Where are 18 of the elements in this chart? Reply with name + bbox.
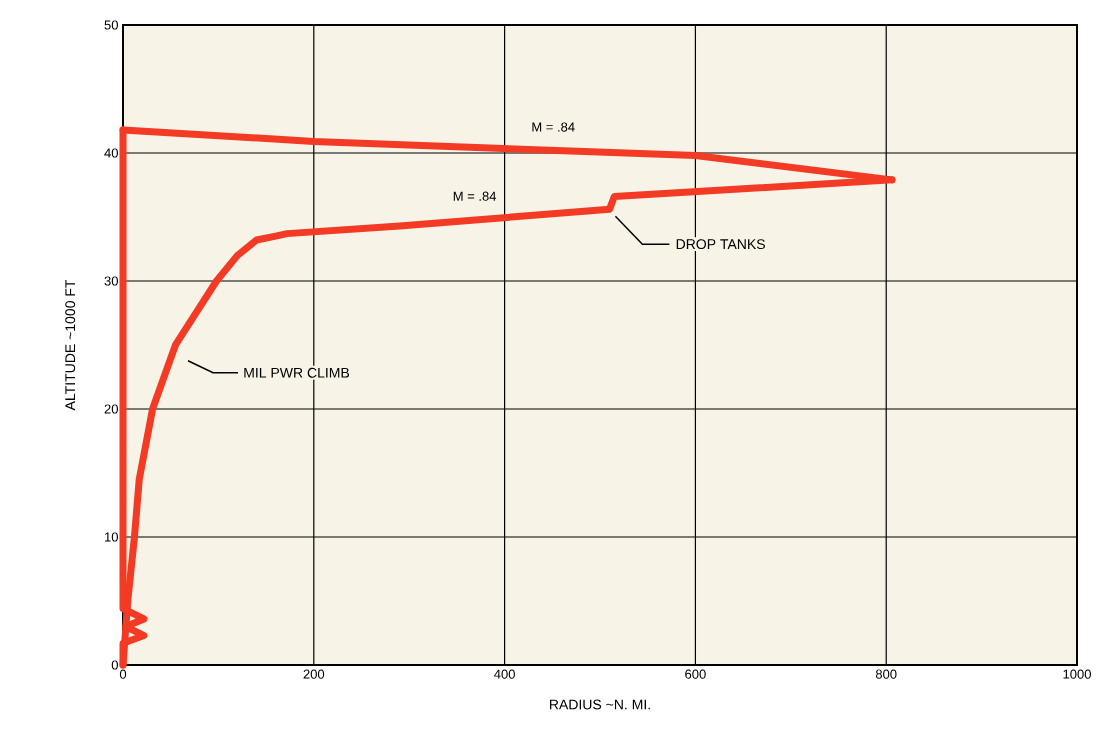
x-tick-label: 200 [303,669,325,679]
y-tick-label: 20 [104,404,118,414]
annotation: M = .84 [453,191,497,201]
x-tick-label: 400 [494,669,515,679]
annotation: MIL PWR CLIMB [244,367,350,378]
y-tick-label: 10 [105,532,118,542]
y-axis-title: ALTITUDE ~1000 FT [65,279,76,411]
y-tick-label: 30 [104,276,118,286]
x-tick-label: 0 [119,669,127,679]
x-axis-title: RADIUS ~N. MI. [550,699,650,710]
x-tick-label: 800 [875,669,897,679]
y-tick-label: 40 [104,148,118,158]
x-tick-label: 600 [685,669,706,679]
annotation: DROP TANKS [676,239,765,250]
y-tick-label: 0 [111,660,118,670]
y-tick-label: 50 [104,20,118,30]
x-tick-label: 1000 [1063,669,1091,679]
annotation: M = .84 [532,122,575,132]
